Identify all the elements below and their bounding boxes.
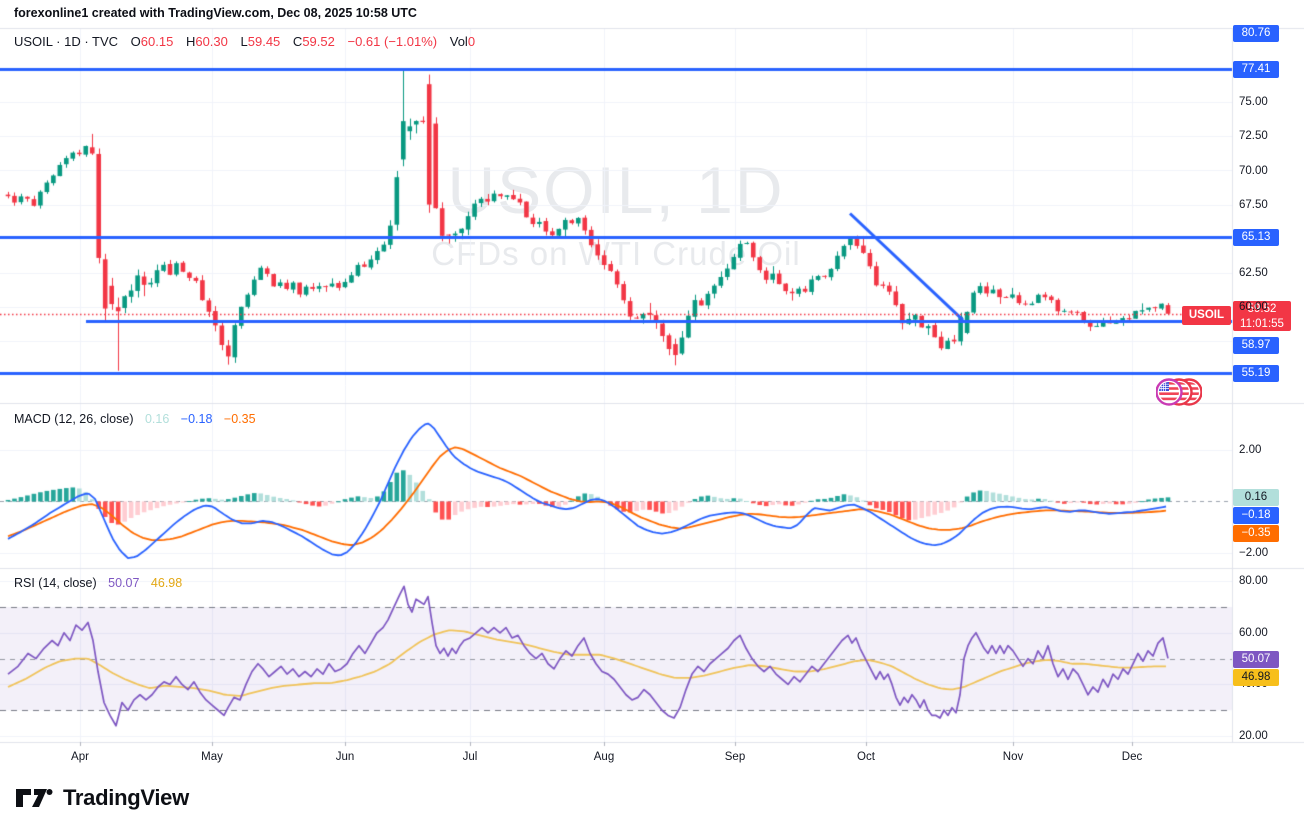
tradingview-logo[interactable]: TradingView xyxy=(14,784,189,812)
chart-canvas[interactable] xyxy=(0,0,1304,770)
tradingview-logo-icon xyxy=(16,789,53,807)
tradingview-logo-text: TradingView xyxy=(63,785,189,810)
